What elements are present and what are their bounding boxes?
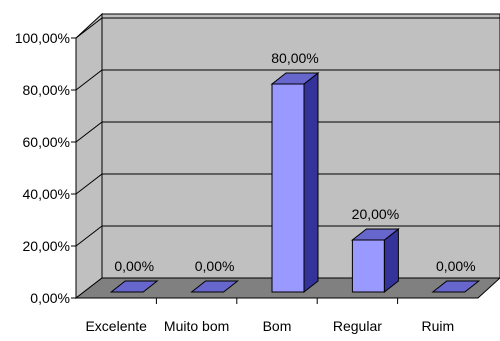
- data-label: 0,00%: [436, 258, 476, 274]
- side-wall: [75, 12, 103, 300]
- x-tick-label: Muito bom: [164, 318, 229, 334]
- bar-front: [351, 239, 385, 293]
- bar: [350, 227, 400, 294]
- bar-top: [270, 72, 320, 85]
- gridline: [75, 173, 500, 195]
- gridline: [75, 121, 500, 143]
- data-label: 0,00%: [114, 258, 154, 274]
- gridline: [75, 225, 500, 247]
- bar-side: [303, 71, 319, 294]
- y-tick-label: 0,00%: [30, 290, 70, 306]
- x-tick-label: Ruim: [421, 318, 454, 334]
- bar: [190, 280, 240, 293]
- bars: [109, 71, 481, 294]
- x-tick-label: Excelente: [85, 318, 147, 334]
- y-tick-label: 40,00%: [23, 186, 70, 202]
- data-label: 80,00%: [271, 50, 318, 66]
- bar-top: [350, 228, 400, 241]
- x-tick-label: Regular: [333, 318, 382, 334]
- y-tick-label: 20,00%: [23, 238, 70, 254]
- bar-top: [109, 280, 159, 293]
- gridlines: [75, 17, 500, 247]
- y-tick-label: 80,00%: [23, 82, 70, 98]
- y-tick-label: 60,00%: [23, 134, 70, 150]
- data-labels: 0,00% 0,00% 80,00% 20,00% 0,00%: [114, 50, 475, 274]
- bar: [109, 280, 159, 293]
- bar-front: [271, 83, 305, 293]
- bar-top: [190, 280, 240, 293]
- y-tick-label: 100,00%: [15, 30, 70, 46]
- bar-top: [431, 280, 481, 293]
- bar: [270, 71, 320, 294]
- gridline: [75, 17, 500, 39]
- data-label: 0,00%: [195, 258, 235, 274]
- data-label: 20,00%: [352, 206, 399, 222]
- gridline: [75, 69, 500, 91]
- y-axis: 0,00% 20,00% 40,00% 60,00% 80,00% 100,00%: [15, 30, 77, 306]
- x-axis: Excelente Muito bom Bom Regular Ruim: [76, 297, 478, 334]
- bar: [431, 280, 481, 293]
- x-tick-label: Bom: [263, 318, 292, 334]
